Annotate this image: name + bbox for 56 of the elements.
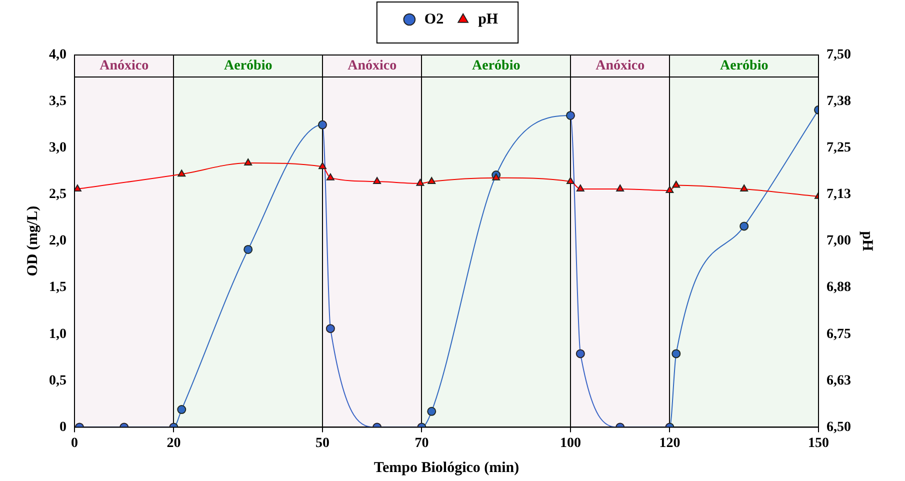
point — [318, 120, 327, 130]
point — [318, 162, 326, 170]
legend-label: O2 — [424, 11, 444, 28]
y-tick-label: 0,5 — [49, 373, 66, 388]
point — [244, 244, 253, 254]
y2-tick-label: 7,25 — [826, 140, 851, 156]
y-tick-label: 2,5 — [49, 187, 66, 202]
x-axis-title: Tempo Biológico (min) — [374, 460, 520, 476]
y-tick-label: 4,0 — [49, 48, 66, 63]
band-label: Aeróbio — [224, 58, 272, 74]
y2-tick-label: 6,88 — [826, 280, 851, 296]
point — [428, 177, 436, 184]
y2-tick-label: 6,63 — [826, 373, 851, 388]
y2-axis-title: pH — [859, 231, 876, 252]
y-tick-label: 3,0 — [49, 140, 66, 156]
point — [178, 170, 186, 177]
point — [244, 158, 252, 166]
point — [566, 110, 575, 120]
point — [666, 186, 674, 193]
point — [326, 173, 334, 180]
y2-tick-label: 6,50 — [826, 420, 851, 435]
y-tick-label: 1,5 — [49, 280, 66, 296]
point — [576, 184, 584, 192]
y2-tick-label: 6,75 — [826, 326, 851, 342]
point — [740, 222, 749, 231]
y-tick-label: 0 — [60, 420, 66, 435]
y2-tick-label: 7,13 — [826, 187, 851, 202]
x-tick-label: 100 — [560, 436, 581, 452]
point — [616, 184, 624, 192]
point — [740, 184, 748, 192]
point — [416, 178, 424, 186]
y2-tick-label: 7,38 — [826, 94, 851, 110]
band-label: Aeróbio — [720, 58, 768, 74]
y2-tick-label: 7,50 — [826, 48, 851, 63]
y-tick-label: 1,0 — [49, 326, 66, 342]
band-label: Anóxico — [596, 58, 645, 74]
legend-label: pH — [478, 11, 498, 28]
y2-tick-label: 7,00 — [826, 234, 851, 249]
point — [672, 180, 680, 188]
band-label: Anóxico — [100, 58, 149, 74]
x-tick-label: 150 — [808, 436, 829, 452]
point — [492, 173, 500, 180]
x-tick-label: 0 — [71, 436, 78, 452]
band-label: Aeróbio — [472, 58, 520, 74]
band-label: Anóxico — [348, 58, 397, 74]
point — [373, 177, 382, 184]
point — [326, 324, 335, 334]
x-tick-label: 70 — [414, 436, 429, 452]
point — [566, 177, 574, 184]
y-tick-label: 2,0 — [49, 234, 66, 249]
x-tick-label: 20 — [166, 436, 181, 452]
point — [74, 184, 82, 192]
x-tick-label: 50 — [316, 436, 330, 452]
y-tick-label: 3,5 — [49, 94, 66, 110]
y-axis-title: OD (mg/L) — [24, 206, 41, 276]
x-tick-label: 120 — [659, 436, 680, 452]
